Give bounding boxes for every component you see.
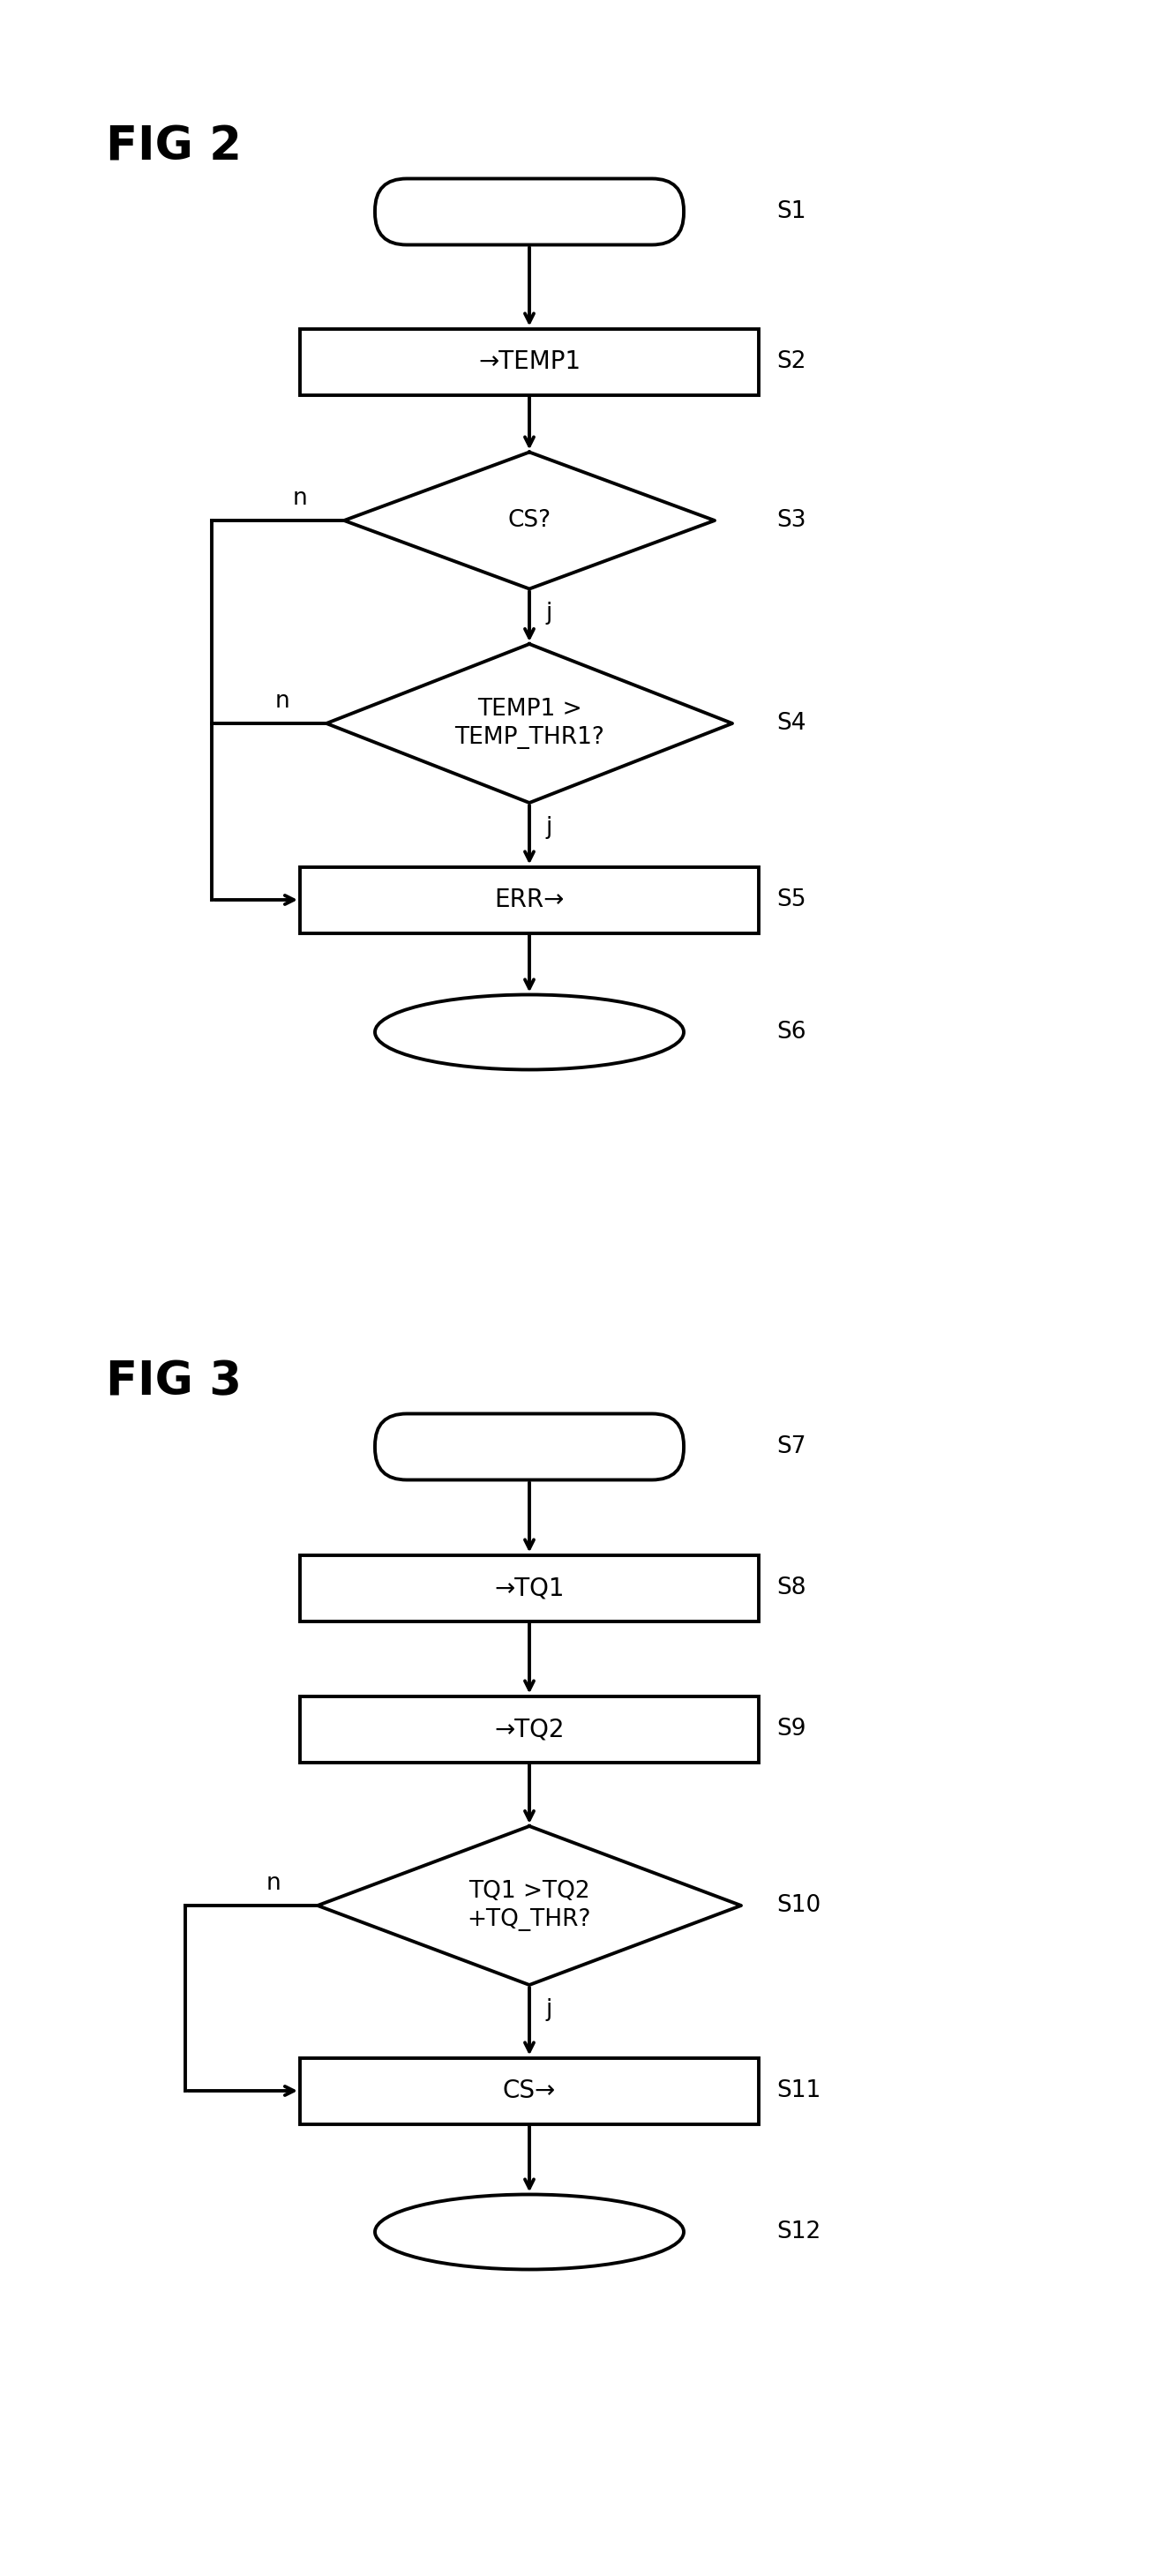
Text: S7: S7 [776, 1435, 805, 1458]
Text: CS→: CS→ [503, 2079, 556, 2102]
Text: FIG 3: FIG 3 [106, 1358, 242, 1404]
Text: CS?: CS? [507, 510, 551, 533]
Bar [300, 866, 759, 933]
Text: S12: S12 [776, 2221, 821, 2244]
Text: S8: S8 [776, 1577, 805, 1600]
Text: →TQ1: →TQ1 [494, 1577, 565, 1600]
Text: n: n [275, 690, 290, 714]
Text: S2: S2 [776, 350, 805, 374]
Text: j: j [546, 603, 552, 626]
Bar [300, 1556, 759, 1620]
Polygon shape [326, 644, 732, 804]
Text: j: j [546, 817, 552, 840]
Text: n: n [292, 487, 307, 510]
FancyBboxPatch shape [375, 178, 684, 245]
Text: S4: S4 [776, 711, 805, 734]
Text: S5: S5 [776, 889, 805, 912]
Text: ERR→: ERR→ [494, 889, 565, 912]
Bar [300, 330, 759, 394]
Text: TQ1 >TQ2
+TQ_THR?: TQ1 >TQ2 +TQ_THR? [468, 1880, 592, 1932]
Polygon shape [344, 453, 714, 590]
Text: S11: S11 [776, 2079, 821, 2102]
Text: S1: S1 [776, 201, 805, 224]
Text: S3: S3 [776, 510, 805, 533]
Bar [300, 1695, 759, 1762]
Text: S9: S9 [776, 1718, 805, 1741]
Text: S6: S6 [776, 1020, 805, 1043]
Text: j: j [546, 1999, 552, 2022]
Text: FIG 2: FIG 2 [106, 124, 242, 170]
Text: S10: S10 [776, 1893, 821, 1917]
Polygon shape [318, 1826, 741, 1986]
Bar [300, 2058, 759, 2123]
Ellipse shape [375, 2195, 684, 2269]
Ellipse shape [375, 994, 684, 1069]
Text: TEMP1 >
TEMP_THR1?: TEMP1 > TEMP_THR1? [455, 698, 604, 750]
Text: n: n [267, 1873, 281, 1896]
FancyBboxPatch shape [375, 1414, 684, 1479]
Text: →TQ2: →TQ2 [494, 1716, 565, 1741]
Text: →TEMP1: →TEMP1 [478, 350, 581, 374]
